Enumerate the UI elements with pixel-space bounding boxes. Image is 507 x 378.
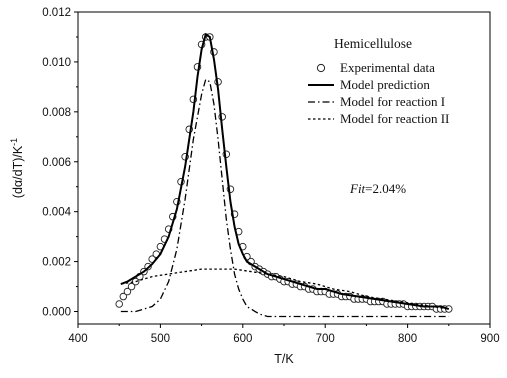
legend-label: Model for reaction II bbox=[340, 111, 449, 126]
series-experimental bbox=[115, 33, 453, 313]
x-tick-label: 800 bbox=[398, 333, 417, 345]
series-layer bbox=[115, 32, 453, 318]
legend-marker-circle bbox=[316, 63, 326, 73]
data-point bbox=[119, 292, 128, 301]
data-point bbox=[115, 300, 123, 308]
x-tick-label: 500 bbox=[151, 333, 170, 345]
legend: Experimental data Model prediction Model f… bbox=[308, 60, 449, 126]
series-line-dash-dot bbox=[120, 78, 449, 318]
y-tick-label: 0.006 bbox=[42, 157, 71, 169]
x-axis: 400 500 600 700 800 900 bbox=[68, 324, 500, 345]
y-tick-label: 0.000 bbox=[42, 307, 71, 319]
y-tick-label: 0.008 bbox=[42, 107, 71, 119]
data-point bbox=[127, 282, 136, 291]
y-axis-title-sup: -1 bbox=[9, 138, 19, 146]
x-tick-label: 900 bbox=[480, 333, 499, 345]
series-line-dotted bbox=[120, 268, 449, 310]
x-tick-label: 700 bbox=[316, 333, 335, 345]
y-tick-label: 0.010 bbox=[42, 57, 71, 69]
x-tick-label: 600 bbox=[233, 333, 252, 345]
x-axis-title: T/K bbox=[274, 352, 294, 366]
data-point bbox=[123, 287, 132, 296]
y-axis-title-main: (dα/dT)/K bbox=[11, 145, 25, 198]
sample-label: Hemicellulose bbox=[334, 36, 412, 51]
y-tick-label: 0.004 bbox=[42, 207, 71, 219]
y-tick-label: 0.012 bbox=[42, 7, 71, 19]
y-tick-label: 0.002 bbox=[42, 257, 71, 269]
fit-label: Fit bbox=[349, 181, 366, 196]
series-line-solid bbox=[120, 32, 450, 310]
x-tick-label: 400 bbox=[68, 333, 87, 345]
fit-value: =2.04% bbox=[365, 181, 406, 196]
legend-label: Model prediction bbox=[340, 77, 430, 92]
legend-label: Model for reaction I bbox=[340, 94, 445, 109]
legend-label: Experimental data bbox=[340, 60, 435, 75]
y-axis-title: (dα/dT)/K-1 bbox=[9, 138, 25, 198]
fit-annotation: Fit=2.04% bbox=[349, 181, 406, 196]
y-axis: 0.000 0.002 0.004 0.006 0.008 0.010 0.012 bbox=[42, 7, 78, 319]
